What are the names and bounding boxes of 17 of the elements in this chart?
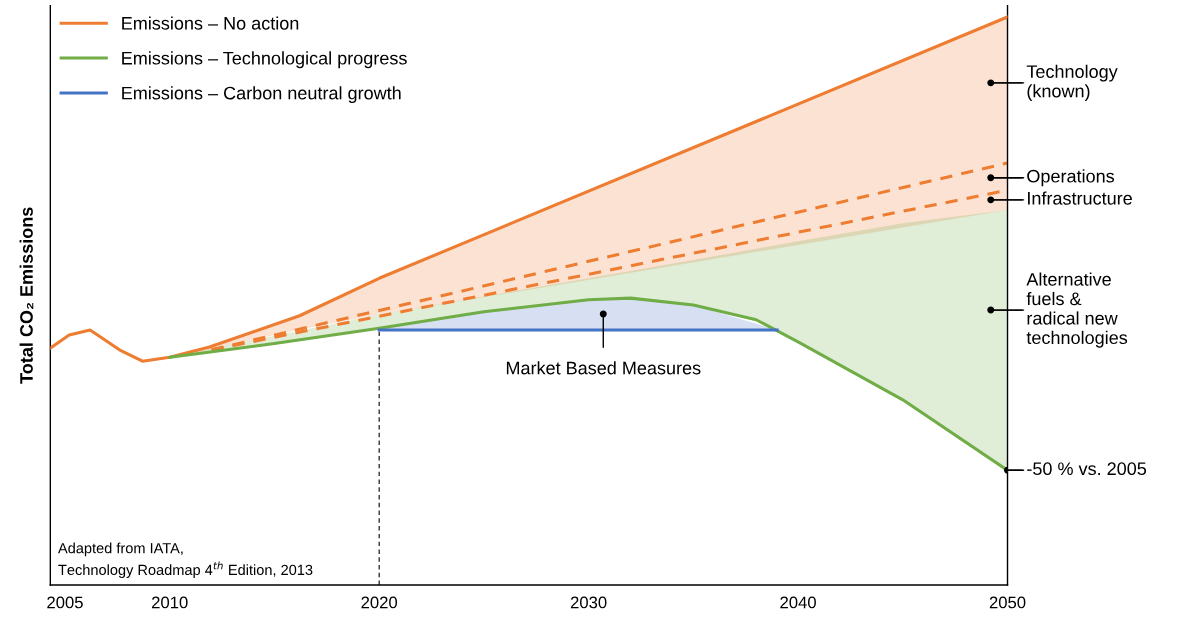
legend-label: Emissions – Technological progress <box>122 51 407 69</box>
annotation: Alternative fuels & radical new technologies <box>1026 272 1128 348</box>
legend-label: Emissions – No action <box>122 16 299 30</box>
x-tick-label: 2020 <box>361 596 398 609</box>
x-tick-label: 2005 <box>47 596 83 609</box>
annotation: -50 % vs. 2005 <box>1027 462 1147 476</box>
legend-label: Emissions – Carbon neutral growth <box>122 86 401 104</box>
x-tick-label: 2050 <box>989 596 1026 609</box>
annotation: Adapted from IATA, Technology Roadmap 4$^{th}$ Edition, 2013 <box>58 542 313 578</box>
x-tick-label: 2010 <box>152 596 188 609</box>
annotation: Operations <box>1027 169 1115 187</box>
y-axis-title: Total CO₂ Emissions <box>19 207 34 384</box>
annotation: Market Based Measures <box>506 361 701 375</box>
x-tick-label: 2030 <box>570 596 607 609</box>
x-tick-label: 2040 <box>780 596 816 609</box>
annotation: Infrastructure <box>1028 191 1132 205</box>
annotation: Technology (known) <box>1026 64 1118 101</box>
